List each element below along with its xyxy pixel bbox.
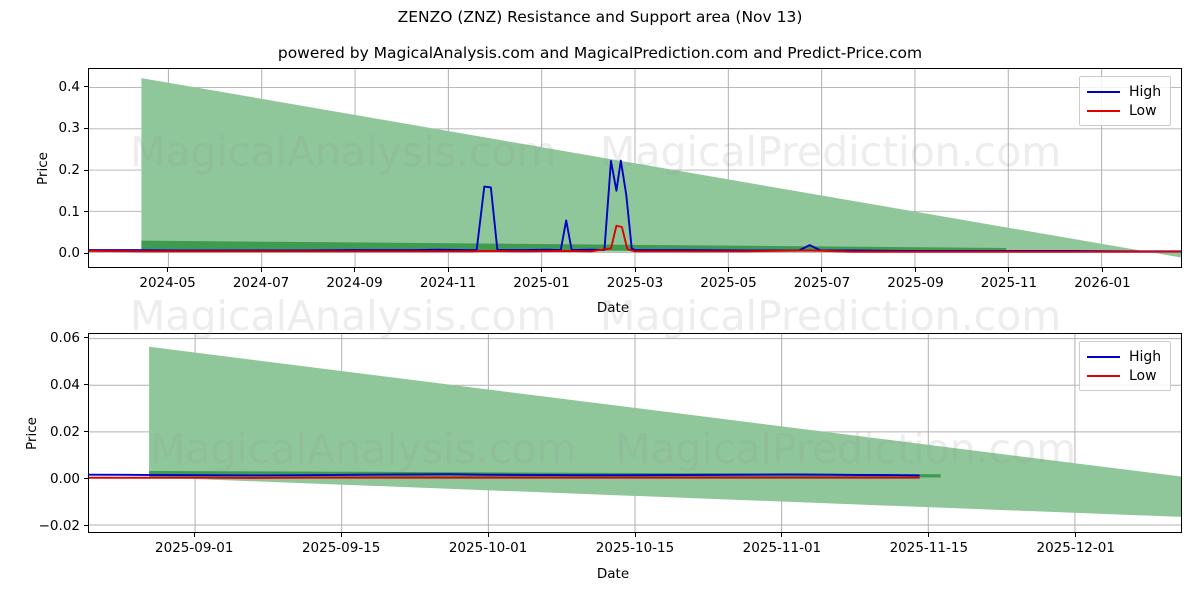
ytick-mark <box>84 384 88 386</box>
xtick-label: 2025-10-01 <box>448 540 528 556</box>
xtick-mark <box>167 268 169 272</box>
xtick-mark <box>260 268 262 272</box>
xtick-label: 2025-05 <box>700 275 757 291</box>
ytick-mark <box>84 478 88 480</box>
legend-swatch-high <box>1087 90 1120 93</box>
xtick-label: 2025-11 <box>980 275 1038 291</box>
series-line-low <box>89 224 1181 253</box>
figure-subtitle: powered by MagicalAnalysis.com and Magic… <box>277 44 923 62</box>
xtick-mark <box>1075 533 1077 537</box>
legend-swatch-high <box>1087 355 1120 358</box>
xtick-label: 2026-01 <box>1074 275 1131 291</box>
xtick-label: 2025-09 <box>887 275 944 291</box>
ytick-mark <box>84 252 88 254</box>
chart-bottom-plot-area <box>88 333 1182 533</box>
ytick-label: 0.4 <box>58 78 80 95</box>
xtick-mark <box>354 268 356 272</box>
series-line-high <box>89 473 920 477</box>
band-support-band <box>141 240 1007 252</box>
ytick-label: 0.06 <box>49 329 80 346</box>
xtick-mark <box>487 533 489 537</box>
legend-entry-low[interactable]: Low <box>1087 101 1161 120</box>
xtick-label: 2025-10-15 <box>595 540 675 556</box>
ytick-mark <box>84 431 88 433</box>
chart-bottom-yaxis-label: Price <box>24 416 40 450</box>
xtick-label: 2025-09-01 <box>155 540 234 556</box>
xtick-mark <box>193 533 195 537</box>
xtick-label: 2024-09 <box>326 275 383 291</box>
xtick-mark <box>727 268 729 272</box>
xtick-mark <box>1008 268 1010 272</box>
chart-top-canvas <box>89 69 1181 267</box>
xtick-mark <box>634 533 636 537</box>
legend-label-low: Low <box>1129 367 1157 384</box>
legend-label-low: Low <box>1129 102 1157 119</box>
legend-entry-low[interactable]: Low <box>1087 366 1161 385</box>
xtick-label: 2024-05 <box>139 275 196 291</box>
chart-bottom-xaxis-label: Date <box>596 566 630 582</box>
xtick-label: 2025-09-15 <box>301 540 381 556</box>
legend-entry-high[interactable]: High <box>1087 82 1161 101</box>
xtick-label: 2025-03 <box>606 275 664 291</box>
xtick-mark <box>914 268 916 272</box>
ytick-mark <box>84 337 88 339</box>
ytick-label: 0.04 <box>49 376 80 393</box>
ytick-label: 0.00 <box>49 470 80 487</box>
xtick-mark <box>928 533 930 537</box>
xtick-label: 2024-07 <box>232 275 290 291</box>
band-resistance-wedge <box>141 78 1181 258</box>
page-title: ZENZO (ZNZ) Resistance and Support area … <box>397 8 803 26</box>
xtick-label: 2025-01 <box>513 275 570 291</box>
chart-bottom-legend: High Low <box>1079 341 1172 391</box>
chart-top-legend: High Low <box>1079 76 1172 126</box>
xtick-mark <box>1101 268 1103 272</box>
ytick-mark <box>84 169 88 171</box>
xtick-label: 2025-11-01 <box>742 540 822 556</box>
ytick-mark <box>84 211 88 213</box>
xtick-mark <box>634 268 636 272</box>
xtick-mark <box>821 268 823 272</box>
xtick-label: 2025-07 <box>793 275 851 291</box>
ytick-label: −0.02 <box>38 517 80 534</box>
chart-top-xaxis-label: Date <box>596 300 630 316</box>
xtick-label: 2025-12-01 <box>1036 540 1115 556</box>
xtick-mark <box>340 533 342 537</box>
chart-top-yaxis-label: Price <box>35 151 51 185</box>
ytick-mark <box>84 127 88 129</box>
legend-swatch-low <box>1087 374 1120 377</box>
xtick-mark <box>541 268 542 272</box>
ytick-mark <box>84 525 88 527</box>
ytick-label: 0.1 <box>58 203 80 220</box>
ytick-mark <box>84 86 88 88</box>
legend-entry-high[interactable]: High <box>1087 347 1161 366</box>
xtick-label: 2024-11 <box>419 275 477 291</box>
xtick-label: 2025-11-15 <box>889 540 969 556</box>
ytick-label: 0.2 <box>58 162 80 179</box>
legend-label-high: High <box>1129 348 1162 365</box>
ytick-label: 0.3 <box>58 120 80 137</box>
ytick-label: 0.02 <box>49 423 80 440</box>
legend-swatch-low <box>1087 109 1120 112</box>
xtick-mark <box>781 533 783 537</box>
chart-top-plot-area <box>88 68 1182 268</box>
chart-bottom-canvas <box>89 334 1181 532</box>
xtick-mark <box>447 268 449 272</box>
ytick-label: 0.0 <box>58 245 80 262</box>
legend-label-high: High <box>1129 83 1162 100</box>
